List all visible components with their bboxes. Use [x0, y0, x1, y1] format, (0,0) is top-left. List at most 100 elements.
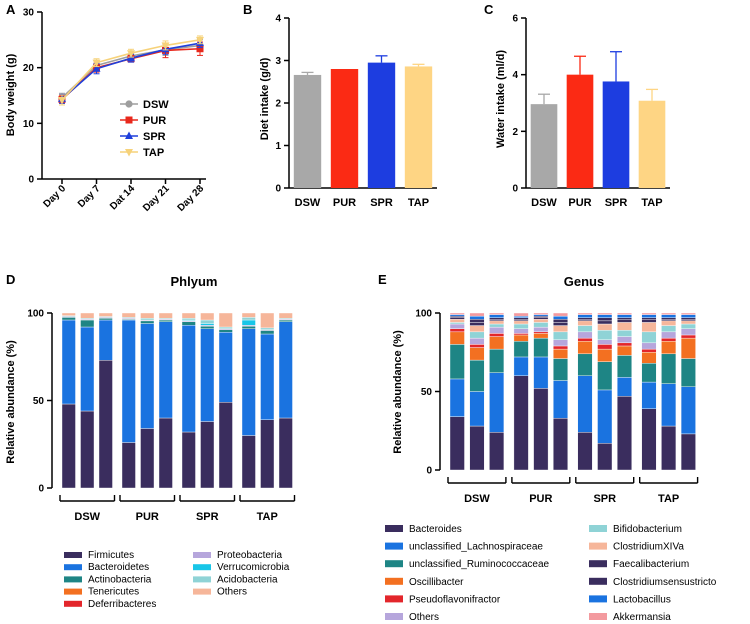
diet-intake-y-label: Diet intake (g/d) [259, 57, 271, 140]
stacked-bar-segment-firmicutes [158, 417, 173, 489]
stacked-bar-segment-bacteroidetes [218, 332, 233, 403]
stacked-bar-segment-akkermansia [617, 312, 632, 315]
water-intake-y-label: Water intake (ml/d) [495, 50, 507, 148]
stacked-bar-segment-bacteroidetes [260, 333, 275, 420]
data-point-pur [196, 45, 204, 53]
body-weight-y-tick-label: 0 [28, 175, 34, 186]
stacked-bar-segment-pseudoflavonifractor [597, 344, 613, 350]
stacked-bar-segment-others [158, 312, 173, 319]
data-point-spr [92, 64, 101, 72]
stacked-bar-segment-akkermansia [469, 312, 485, 317]
body-weight-line-chart: 0 10 20 30 Day 0 Day 7 Dat 14 Day 21 Day 28 DSW PU… [23, 8, 207, 214]
phylum-legend-label-others: Others [217, 587, 247, 598]
stacked-bar-segment-oscillibacter [680, 337, 696, 359]
stacked-bar-segment-akkermansia [597, 312, 613, 315]
stacked-bar-segment-faecalibacterium [489, 319, 505, 322]
stacked-bar-segment-clostridiumxiva [680, 320, 696, 325]
phylum-group-label-tap: TAP [257, 511, 278, 523]
stacked-bar-segment-others [218, 312, 233, 328]
stacked-bar-segment-pseudoflavonifractor [513, 333, 529, 336]
stacked-bar-segment-unclassified-lachnospiraceae [469, 391, 485, 427]
stacked-bar-segment-others [597, 339, 613, 345]
genus-legend-swatch-others [385, 613, 403, 620]
stacked-bar-segment-bifidobacterium [469, 331, 485, 339]
stacked-bar-segment-lactobacillus [513, 315, 529, 318]
stacked-bar-segment-faecalibacterium [469, 322, 485, 326]
stacked-bar-segment-faecalibacterium [449, 317, 465, 320]
stacked-bar-segment-clostridiumxiva [469, 325, 485, 333]
stacked-bar-segment-oscillibacter [553, 348, 568, 359]
stacked-bar-segment-bacteroidetes [158, 321, 173, 419]
stacked-bar-segment-unclassified-lachnospiraceae [597, 389, 613, 444]
data-point-tap [127, 50, 135, 58]
body-weight-y-label: Body weight (g) [5, 53, 17, 136]
stacked-bar-segment-firmicutes [200, 421, 215, 489]
stacked-bar-segment-akkermansia [449, 312, 465, 315]
x-tick-label-tap: TAP [408, 197, 429, 209]
stacked-bar-segment-bifidobacterium [513, 323, 529, 329]
stacked-bar-segment-unclassified-ruminococcaceae [680, 358, 696, 387]
stacked-bar-segment-others [577, 331, 593, 339]
phylum-legend-label-actinobacteria: Actinobacteria [88, 574, 152, 585]
stacked-bar-segment-firmicutes [181, 431, 196, 489]
stacked-bar-segment-bacteroides [533, 388, 549, 471]
stacked-bar-segment-actinobacteria [98, 318, 113, 321]
stacked-bar-segment-unclassified-lachnospiraceae [661, 383, 677, 427]
bar-pur [566, 74, 594, 188]
stacked-bar-segment-acidobacteria [181, 318, 196, 321]
stacked-bar-segment-lactobacillus [617, 314, 632, 318]
stacked-bar-segment-firmicutes [121, 442, 136, 489]
stacked-bar-segment-unclassified-lachnospiraceae [489, 372, 505, 433]
stacked-bar-segment-others [140, 312, 155, 319]
stacked-bar-segment-pseudoflavonifractor [489, 333, 505, 337]
stacked-bar-segment-akkermansia [513, 312, 529, 317]
phylum-legend-label-proteobacteria: Proteobacteria [217, 550, 282, 561]
water-intake-y-tick-label: 0 [512, 184, 518, 195]
stacked-bar-segment-akkermansia [489, 312, 505, 315]
stacked-bar-segment-clostridiumxiva [533, 319, 549, 323]
stacked-bar-segment-unclassified-ruminococcaceae [617, 355, 632, 378]
genus-legend-label-pseudoflavonifractor: Pseudoflavonifractor [409, 594, 501, 605]
body-weight-x-tick-label: Dat 14 [108, 183, 137, 212]
stacked-bar-segment-clostridiumsensustricto [597, 317, 613, 322]
stacked-bar-segment-clostridiumxiva [577, 320, 593, 326]
stacked-bar-segment-clostridiumsensustricto [680, 317, 696, 320]
stacked-bar-segment-acidobacteria [218, 326, 233, 329]
genus-group-label-pur: PUR [529, 493, 552, 505]
stacked-bar-segment-lactobacillus [553, 315, 568, 320]
legend-label-spr: SPR [143, 131, 166, 143]
stacked-bar-segment-oscillibacter [597, 348, 613, 362]
stacked-bar-segment-faecalibacterium [553, 322, 568, 326]
stacked-bar-segment-verrucomicrobia [241, 319, 256, 326]
stacked-bar-segment-unclassified-ruminococcaceae [641, 363, 657, 383]
stacked-bar-segment-others [680, 328, 696, 336]
genus-legend-swatch-bifidobacterium [589, 525, 607, 532]
stacked-bar-segment-others [61, 312, 76, 316]
stacked-bar-segment-bacteroides [597, 443, 613, 471]
genus-y-tick-label: 0 [426, 466, 432, 477]
data-point-tap [92, 59, 101, 68]
stacked-bar-segment-bifidobacterium [489, 323, 505, 328]
stacked-bar-segment-pseudoflavonifractor [661, 337, 677, 342]
panel-label-d: D [6, 272, 15, 287]
stacked-bar-segment-unclassified-lachnospiraceae [449, 378, 465, 417]
stacked-bar-segment-bacteroidetes [278, 321, 293, 419]
phylum-legend-label-firmicutes: Firmicutes [88, 550, 134, 561]
stacked-bar-segment-pseudoflavonifractor [469, 344, 485, 348]
stacked-bar-segment-pseudoflavonifractor [553, 345, 568, 350]
stacked-bar-segment-clostridiumsensustricto [449, 315, 465, 318]
stacked-bar-segment-unclassified-ruminococcaceae [661, 353, 677, 384]
phylum-chart-title: Phlyum [171, 274, 218, 289]
genus-y-tick-label: 100 [415, 309, 432, 320]
stacked-bar-segment-firmicutes [61, 403, 76, 489]
stacked-bar-segment-faecalibacterium [617, 319, 632, 323]
stacked-bar-segment-unclassified-ruminococcaceae [553, 358, 568, 381]
stacked-bar-segment-firmicutes [218, 402, 233, 489]
stacked-bar-segment-unclassified-lachnospiraceae [533, 356, 549, 389]
bar-spr [367, 62, 396, 188]
stacked-bar-segment-pseudoflavonifractor [449, 328, 465, 333]
stacked-bar-segment-actinobacteria [278, 319, 293, 322]
stacked-bar-segment-clostridiumsensustricto [489, 317, 505, 320]
genus-legend-label-oscillibacter: Oscillibacter [409, 577, 464, 588]
